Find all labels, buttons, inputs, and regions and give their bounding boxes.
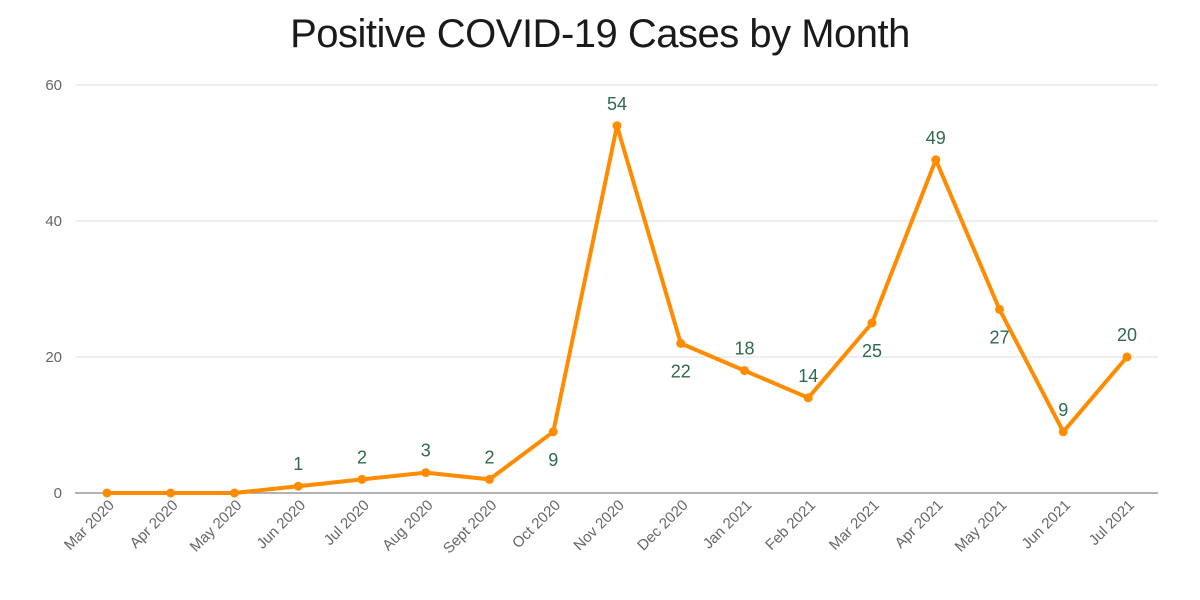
x-tick-label: Mar 2021 [826,497,883,554]
data-label: 14 [798,366,818,386]
data-label: 18 [734,339,754,359]
data-label: 27 [989,327,1009,347]
data-point [357,474,367,484]
grid-layer [75,84,1158,494]
x-tick-label: Nov 2020 [570,497,627,554]
data-label: 9 [1058,400,1068,420]
x-axis: Mar 2020 Apr 2020 May 2020 Jun 2020 Jul 2020… [61,497,1138,557]
data-label: 22 [671,361,691,381]
x-tick-label: Jun 2021 [1018,497,1074,553]
y-axis: 0 20 40 60 [45,77,62,502]
data-label: 20 [1117,325,1137,345]
data-label: 49 [926,128,946,148]
data-point [230,488,239,498]
x-tick-label: Sept 2020 [440,497,500,557]
data-point [995,304,1004,314]
series-line [105,123,1129,495]
data-point [485,474,494,484]
data-point [1058,427,1068,437]
data-label: 2 [484,447,494,467]
data-point [548,427,558,437]
data-point [293,481,303,491]
data-point [102,488,112,498]
x-tick-label: Feb 2021 [762,497,819,554]
data-point [803,393,813,403]
data-label: 9 [548,450,558,470]
x-tick-label: Jan 2021 [700,497,756,553]
data-point [931,155,941,165]
data-label: 3 [421,441,431,461]
data-point [612,121,622,131]
y-tick-label: 60 [45,77,62,94]
x-tick-label: Dec 2020 [634,497,691,554]
data-point [166,488,176,498]
point-layer [102,121,1132,498]
y-tick-label: 40 [45,213,62,230]
data-point [1122,352,1132,362]
data-point [867,318,877,328]
data-point [676,338,686,348]
y-tick-label: 0 [54,485,62,502]
x-tick-label: Jul 2021 [1086,497,1138,549]
data-label: 1 [293,454,303,474]
data-point [740,366,749,376]
series-layer [105,123,1129,495]
y-tick-label: 20 [45,349,62,366]
x-tick-label: Mar 2020 [61,497,118,554]
x-tick-label: Apr 2020 [127,497,182,552]
x-tick-label: Apr 2021 [892,497,947,552]
data-label: 2 [357,447,367,467]
x-tick-label: Oct 2020 [509,497,564,552]
x-tick-label: Jul 2020 [321,497,373,549]
chart-title: Positive COVID-19 Cases by Month [290,12,910,56]
data-label-layer: 1 2 3 2 9 54 22 18 14 25 49 27 9 20 [293,94,1137,474]
data-label: 54 [607,94,627,114]
data-point [421,468,431,478]
x-tick-label: May 2020 [187,497,246,556]
x-tick-label: May 2021 [952,497,1011,556]
x-tick-label: Aug 2020 [379,497,436,554]
x-tick-label: Jun 2020 [253,497,309,553]
data-label: 25 [862,341,882,361]
